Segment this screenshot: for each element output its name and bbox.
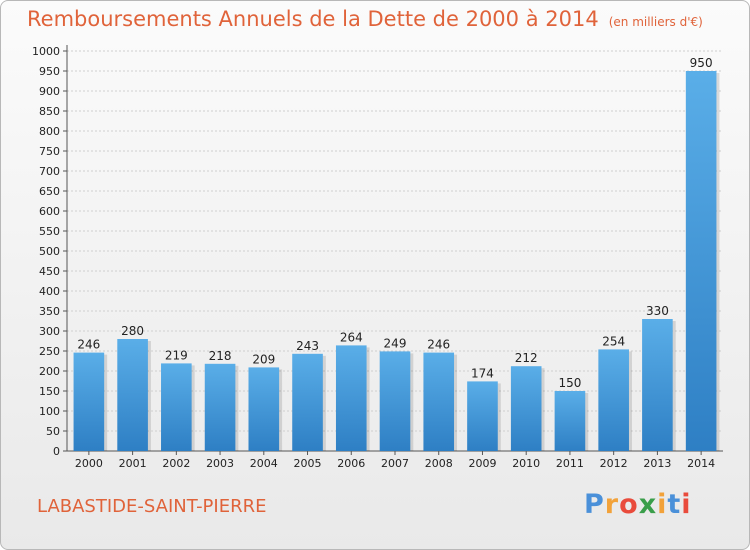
bar-2014	[685, 71, 717, 451]
bar-2003	[204, 363, 236, 451]
y-tick-label: 0	[53, 445, 60, 458]
y-tick-label: 200	[39, 365, 60, 378]
y-tick-label: 1000	[32, 45, 60, 58]
x-tick-label: 2007	[381, 457, 409, 470]
logo-letter: o	[619, 489, 639, 520]
y-tick-label: 850	[39, 105, 60, 118]
data-labels: 246 280 219 218 209 243 264 249 246 174 212 150 254 3…	[77, 56, 712, 390]
data-label: 254	[602, 334, 625, 348]
bar-2008	[423, 352, 455, 451]
y-tick-label: 900	[39, 85, 60, 98]
proxiti-logo: Proxiti	[584, 489, 692, 520]
y-tick-label: 400	[39, 285, 60, 298]
logo-letter: i	[681, 489, 692, 520]
data-label: 209	[252, 352, 275, 366]
data-label: 249	[384, 336, 407, 350]
bar-2013	[642, 319, 673, 451]
y-tick-label: 300	[39, 325, 60, 338]
x-tick-label: 2001	[119, 457, 147, 470]
x-tick-label: 2012	[600, 457, 628, 470]
x-tick-label: 2013	[643, 457, 671, 470]
data-label: 174	[471, 366, 494, 380]
y-tick-label: 500	[39, 245, 60, 258]
data-label: 243	[296, 339, 319, 353]
x-tick-label: 2000	[75, 457, 103, 470]
y-tick-label: 450	[39, 265, 60, 278]
bar-2007	[379, 351, 411, 451]
data-label: 219	[165, 348, 188, 362]
x-tick-label: 2011	[556, 457, 584, 470]
y-tick-label: 100	[39, 405, 60, 418]
logo-letter: t	[667, 489, 682, 520]
commune-name: LABASTIDE-SAINT-PIERRE	[37, 496, 267, 517]
bar-2005	[292, 353, 323, 451]
data-label: 264	[340, 330, 363, 344]
x-tick-label: 2002	[162, 457, 190, 470]
x-tick-label: 2014	[687, 457, 715, 470]
bar-2006	[335, 345, 367, 451]
y-tick-label: 550	[39, 225, 60, 238]
y-tick-label: 600	[39, 205, 60, 218]
bar-2004	[248, 367, 280, 451]
data-label: 150	[558, 376, 581, 390]
bar-2011	[554, 391, 586, 451]
data-label: 212	[515, 351, 538, 365]
y-tick-label: 950	[39, 65, 60, 78]
y-tick-label: 350	[39, 305, 60, 318]
logo-letter: x	[638, 489, 658, 520]
x-tick-label: 2006	[337, 457, 365, 470]
data-label: 280	[121, 324, 144, 338]
data-label: 330	[646, 304, 669, 318]
x-tick-label: 2004	[250, 457, 278, 470]
data-label: 950	[690, 56, 713, 70]
data-label: 246	[77, 338, 100, 352]
data-label: 246	[427, 338, 450, 352]
logo-letter: P	[584, 489, 605, 520]
y-tick-label: 750	[39, 145, 60, 158]
bar-2001	[117, 339, 148, 451]
logo-letter: r	[604, 489, 620, 520]
x-tick-label: 2008	[425, 457, 453, 470]
y-tick-label: 650	[39, 185, 60, 198]
bar-2002	[161, 363, 192, 451]
title-main: Remboursements Annuels de la Dette de 20…	[27, 7, 599, 31]
bar-2012	[598, 349, 629, 451]
x-tick-label: 2003	[206, 457, 234, 470]
logo-letter: i	[657, 489, 668, 520]
x-tick-label: 2005	[294, 457, 322, 470]
title-unit: (en milliers d'€)	[608, 15, 703, 29]
y-tick-label: 800	[39, 125, 60, 138]
bar-2010	[510, 366, 542, 451]
data-label: 218	[209, 349, 232, 363]
y-tick-label: 50	[46, 425, 60, 438]
y-tick-label: 700	[39, 165, 60, 178]
bars	[73, 71, 720, 451]
x-tick-label: 2009	[468, 457, 496, 470]
y-tick-label: 250	[39, 345, 60, 358]
chart-title: Remboursements Annuels de la Dette de 20…	[27, 7, 703, 31]
x-tick-label: 2010	[512, 457, 540, 470]
bar-2009	[467, 381, 498, 451]
y-tick-label: 150	[39, 385, 60, 398]
bar-2000	[73, 352, 105, 451]
